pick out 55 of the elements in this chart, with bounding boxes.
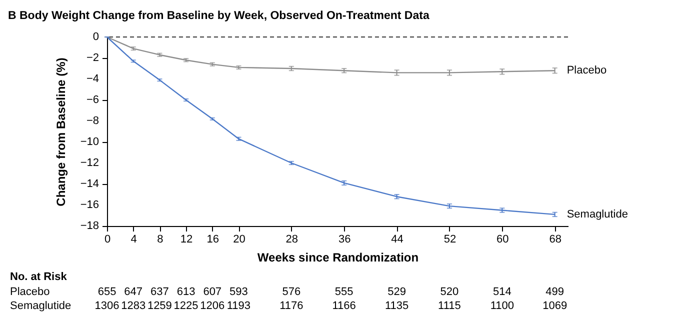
line-series	[106, 36, 556, 74]
x-tick-label: 8	[157, 234, 164, 246]
y-axis-title: Change from Baseline (%)	[54, 58, 68, 206]
text: 529	[388, 286, 406, 298]
x-tick-label: 12	[180, 234, 193, 246]
text: 555	[334, 286, 354, 298]
text: 1225	[174, 300, 198, 312]
text: 1193	[226, 300, 251, 312]
y-tick-label: −14	[80, 178, 99, 190]
text: 613	[176, 286, 196, 298]
text: 1100	[490, 300, 514, 312]
text: Placebo	[10, 286, 50, 298]
text: 576	[282, 286, 301, 298]
text: 1135	[384, 300, 409, 312]
text: No. at Risk	[10, 271, 68, 283]
y-tick-label: −4	[86, 73, 99, 85]
y-tick-label: −2	[86, 52, 99, 64]
y-tick-label: −18	[80, 220, 99, 232]
x-tick-label: 20	[233, 234, 246, 246]
text: 1176	[280, 300, 304, 312]
y-tick-label: −12	[80, 157, 99, 169]
x-tick-label: 28	[286, 234, 298, 246]
y-tick-label: −6	[86, 94, 99, 106]
text: 637	[150, 286, 169, 298]
text: Semaglutide	[10, 300, 72, 312]
text: 1283	[121, 300, 146, 312]
x-tick-label: 16	[206, 234, 219, 246]
text: 499	[546, 286, 564, 298]
text: 607	[203, 286, 222, 298]
y-tick-label: −10	[80, 136, 99, 148]
x-tick-label: 36	[338, 234, 351, 246]
text: 1069	[542, 300, 568, 312]
series-label: Semaglutide	[566, 208, 628, 220]
x-tick-label: 0	[104, 234, 111, 246]
text: 520	[440, 286, 459, 298]
x-axis-title: Weeks since Randomization	[257, 250, 419, 264]
text: 1206	[200, 300, 225, 312]
y-tick-label: −16	[80, 199, 99, 211]
series-label: Placebo	[566, 64, 607, 77]
x-tick-label: 52	[444, 234, 456, 246]
text: 1166	[332, 300, 356, 312]
x-tick-label: 4	[130, 234, 137, 246]
text: 593	[230, 286, 248, 298]
x-tick-label: 60	[496, 234, 509, 246]
text: 647	[124, 286, 143, 298]
text: 655	[98, 286, 116, 298]
chart-title: B Body Weight Change from Baseline by Week, Observed On-Treatment Data	[8, 10, 430, 22]
text: 1259	[147, 300, 172, 312]
text: 1306	[94, 300, 120, 312]
x-tick-label: 68	[549, 234, 562, 246]
y-tick-label: −8	[86, 115, 99, 127]
y-tick-label: 0	[92, 31, 99, 43]
text: 1115	[438, 300, 461, 312]
text: 514	[492, 286, 512, 298]
x-tick-label: 44	[391, 234, 404, 246]
